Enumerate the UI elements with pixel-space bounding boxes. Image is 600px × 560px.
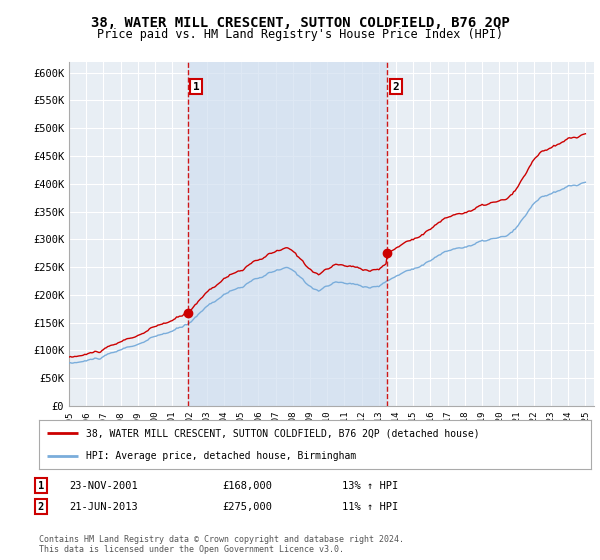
Text: 13% ↑ HPI: 13% ↑ HPI <box>342 480 398 491</box>
Text: HPI: Average price, detached house, Birmingham: HPI: Average price, detached house, Birm… <box>86 451 356 461</box>
Text: 1: 1 <box>193 82 200 92</box>
Text: £168,000: £168,000 <box>222 480 272 491</box>
Text: 38, WATER MILL CRESCENT, SUTTON COLDFIELD, B76 2QP (detached house): 38, WATER MILL CRESCENT, SUTTON COLDFIEL… <box>86 428 479 438</box>
Text: 38, WATER MILL CRESCENT, SUTTON COLDFIELD, B76 2QP: 38, WATER MILL CRESCENT, SUTTON COLDFIEL… <box>91 16 509 30</box>
Text: 1: 1 <box>38 480 44 491</box>
Text: 2: 2 <box>392 82 400 92</box>
Text: 11% ↑ HPI: 11% ↑ HPI <box>342 502 398 512</box>
Bar <box>188 62 388 406</box>
Text: £275,000: £275,000 <box>222 502 272 512</box>
Text: 21-JUN-2013: 21-JUN-2013 <box>69 502 138 512</box>
Text: 2: 2 <box>38 502 44 512</box>
Text: Price paid vs. HM Land Registry's House Price Index (HPI): Price paid vs. HM Land Registry's House … <box>97 28 503 41</box>
Text: Contains HM Land Registry data © Crown copyright and database right 2024.
This d: Contains HM Land Registry data © Crown c… <box>39 535 404 554</box>
Text: 23-NOV-2001: 23-NOV-2001 <box>69 480 138 491</box>
